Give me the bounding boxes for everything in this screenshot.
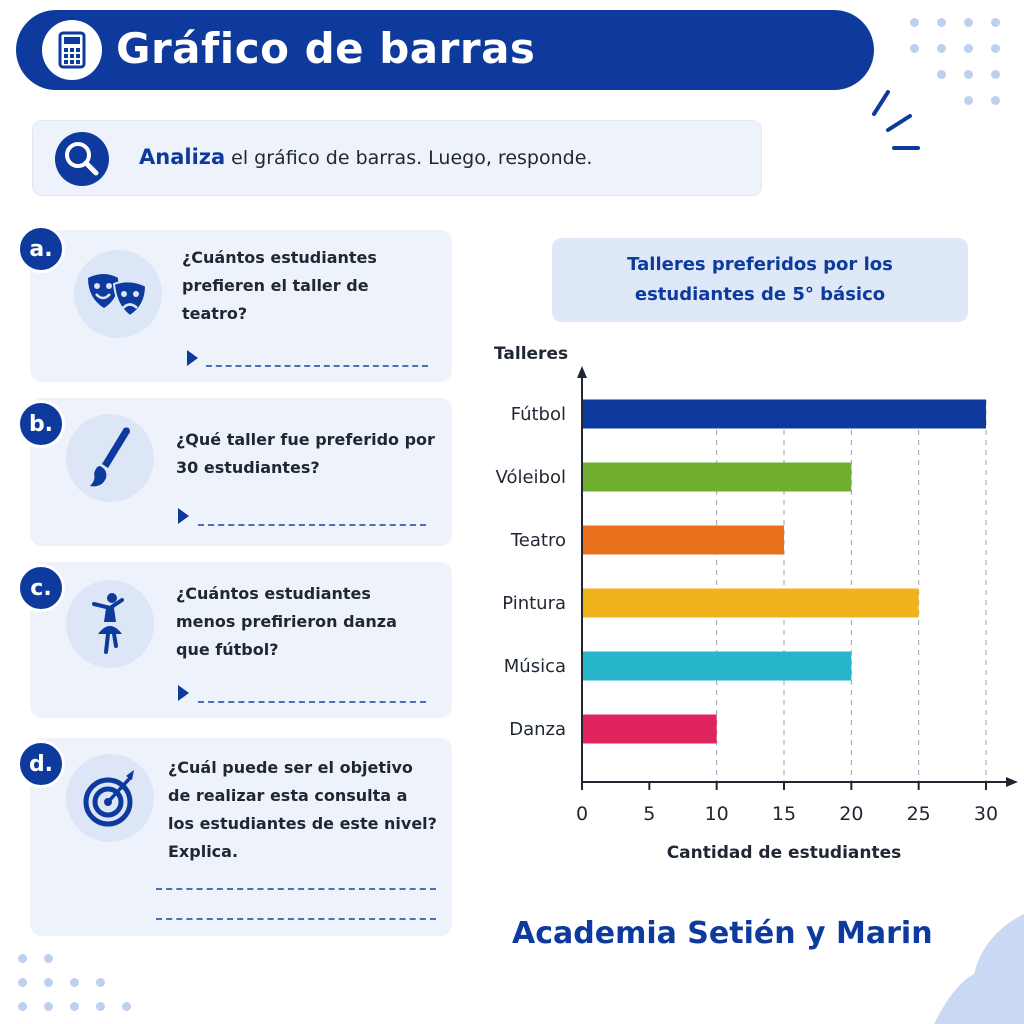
dancer-icon [92,593,124,654]
target-icon [83,770,134,827]
instruction-keyword: Analiza [139,145,226,169]
chart-title-box: Talleres preferidos por los estudiantes … [552,238,968,322]
instruction-text: Analiza el gráfico de barras. Luego, resp… [139,145,592,169]
answer-arrow-icon [178,508,189,524]
x-tick-label: 5 [643,803,655,825]
decorative-corner-blob [934,914,1024,1024]
bar [582,462,852,492]
header-icon-circle [42,20,102,80]
question-badge-c: c. [17,564,65,612]
y-axis-arrow [577,366,587,378]
instruction-box: Analiza el gráfico de barras. Luego, resp… [32,120,762,196]
bar [582,714,717,744]
question-icon-circle [66,754,154,842]
y-axis-label: Talleres [494,344,568,364]
paintbrush-icon [90,427,130,487]
x-tick-label: 25 [907,803,931,825]
question-icon-circle [66,580,154,668]
decorative-strokes [872,90,920,150]
answer-field-b[interactable] [198,524,426,526]
header-banner: Gráfico de barras [16,10,874,90]
answer-arrow-icon [178,685,189,701]
x-tick-label: 10 [705,803,729,825]
question-card-a: ¿Cuántos estudiantes prefieren el taller… [30,230,452,382]
x-axis-arrow [1006,777,1018,787]
calculator-icon [58,31,86,69]
instruction-body: el gráfico de barras. Luego, responde. [231,147,593,169]
bar-chart: Fútbol Vóleibol Teatro Pintura Música Danza 0 5… [494,344,1018,863]
bar [582,651,852,681]
answer-field-a[interactable] [206,365,428,367]
category-label: Fútbol [511,404,566,425]
category-label: Vóleibol [496,467,566,488]
x-tick-label: 20 [839,803,863,825]
question-text-a: ¿Cuántos estudiantes prefieren el taller… [182,248,377,323]
x-tick-label: 30 [974,803,998,825]
question-icon-circle [74,250,162,338]
question-card-c: ¿Cuántos estudiantes menos prefirieron d… [30,562,452,718]
question-icon-circle [66,414,154,502]
category-label: Música [504,656,566,677]
chart-title: Talleres preferidos por los estudiantes … [627,254,893,305]
question-text-d: ¿Cuál puede ser el objetivo de realizar … [168,758,437,861]
theater-masks-icon [88,274,148,318]
x-tick-label: 0 [576,803,588,825]
question-badge-a: a. [17,225,65,273]
bar [582,399,986,429]
magnifier-icon [65,142,99,176]
answer-field-d-line-1[interactable] [156,888,436,890]
question-text-b: ¿Qué taller fue preferido por 30 estudia… [176,430,435,477]
instruction-icon-circle [55,132,109,186]
answer-arrow-icon [187,350,198,366]
category-label: Teatro [510,530,566,551]
x-tick-label: 15 [772,803,796,825]
question-card-b: ¿Qué taller fue preferido por 30 estudia… [30,398,452,546]
question-text-c: ¿Cuántos estudiantes menos prefirieron d… [176,584,397,659]
page-title: Gráfico de barras [116,24,536,73]
bar [582,525,784,555]
answer-field-c[interactable] [198,701,426,703]
x-axis-label: Cantidad de estudiantes [667,843,902,863]
answer-field-d-line-2[interactable] [156,918,436,920]
category-label: Danza [509,719,566,740]
footer-brand: Academia Setién y Marin [512,916,933,951]
bar [582,588,919,618]
question-card-d: ¿Cuál puede ser el objetivo de realizar … [30,738,452,936]
category-label: Pintura [502,593,566,614]
question-badge-d: d. [17,740,65,788]
question-badge-b: b. [17,400,65,448]
